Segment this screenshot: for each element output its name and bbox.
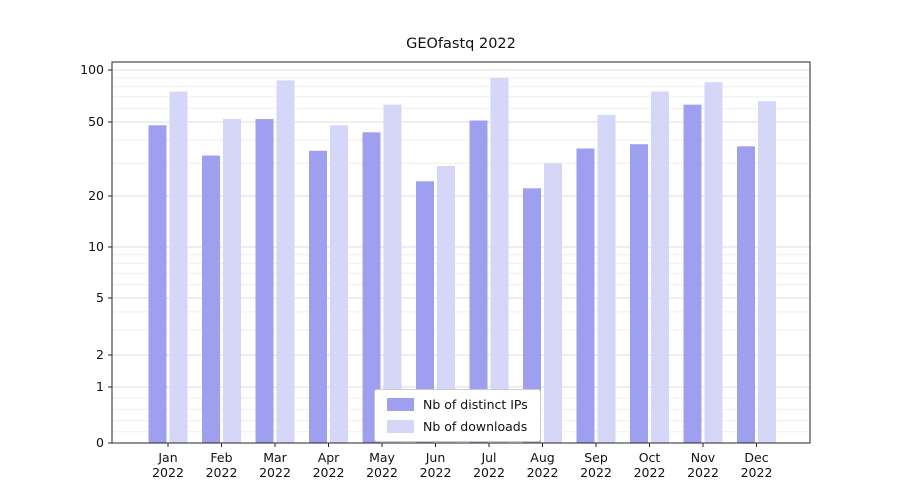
legend-item-downloads: Nb of downloads xyxy=(387,419,528,434)
x-tick-month-oct: Oct xyxy=(639,450,661,465)
x-axis: Jan2022Feb2022Mar2022Apr2022May2022Jun20… xyxy=(152,443,772,480)
x-tick-year-aug: 2022 xyxy=(527,465,559,480)
legend-item-distinct-ips: Nb of distinct IPs xyxy=(387,397,528,412)
x-tick-month-jul: Jul xyxy=(480,450,496,465)
x-tick-year-may: 2022 xyxy=(366,465,398,480)
x-tick-year-jun: 2022 xyxy=(420,465,452,480)
bar-distinct-ips-jun xyxy=(416,181,434,443)
bar-downloads-feb xyxy=(223,119,241,444)
x-tick-month-feb: Feb xyxy=(210,450,232,465)
x-tick-month-aug: Aug xyxy=(530,450,554,465)
bar-downloads-jul xyxy=(490,77,509,443)
x-tick-year-apr: 2022 xyxy=(313,465,345,480)
x-tick-year-mar: 2022 xyxy=(259,465,291,480)
axes-frame xyxy=(111,61,811,444)
x-tick-month-dec: Dec xyxy=(744,450,768,465)
x-tick-month-nov: Nov xyxy=(691,450,716,465)
y-tick-label-10: 10 xyxy=(88,239,104,254)
x-tick-month-sep: Sep xyxy=(584,450,608,465)
bar-distinct-ips-jan xyxy=(148,125,167,443)
bar-distinct-ips-nov xyxy=(683,104,702,444)
x-tick-month-jan: Jan xyxy=(157,450,177,465)
y-tick-label-5: 5 xyxy=(96,290,104,305)
y-tick-label-1: 1 xyxy=(96,379,104,394)
bar-distinct-ips-mar xyxy=(255,119,274,444)
y-tick-label-50: 50 xyxy=(88,114,104,129)
bar-downloads-aug xyxy=(544,163,562,444)
y-tick-label-20: 20 xyxy=(88,188,104,203)
bar-distinct-ips-may xyxy=(362,132,381,444)
bars xyxy=(148,77,776,444)
x-tick-year-jul: 2022 xyxy=(473,465,505,480)
legend-swatch-distinct-ips xyxy=(387,398,414,411)
bar-distinct-ips-jul xyxy=(469,120,488,443)
bar-distinct-ips-aug xyxy=(523,188,541,443)
y-tick-label-100: 100 xyxy=(80,62,104,77)
x-tick-year-dec: 2022 xyxy=(741,465,773,480)
x-tick-month-apr: Apr xyxy=(318,450,340,465)
x-tick-year-oct: 2022 xyxy=(634,465,666,480)
bar-distinct-ips-oct xyxy=(630,144,648,443)
bar-distinct-ips-sep xyxy=(576,148,595,443)
bar-distinct-ips-feb xyxy=(202,155,220,443)
bar-downloads-may xyxy=(383,104,402,444)
y-tick-label-2: 2 xyxy=(96,347,104,362)
bar-downloads-dec xyxy=(758,101,776,443)
y-axis: 0 1 2 5 10 20 50 100 xyxy=(80,62,112,450)
y-tick-label-0: 0 xyxy=(96,435,104,450)
chart-title: GEOfastq 2022 xyxy=(406,36,516,52)
bar-downloads-apr xyxy=(330,125,348,443)
legend-swatch-downloads xyxy=(387,420,414,433)
bar-downloads-mar xyxy=(276,80,295,444)
bar-distinct-ips-apr xyxy=(309,150,327,443)
legend-label-downloads: Nb of downloads xyxy=(423,419,528,434)
x-tick-month-jun: Jun xyxy=(425,450,446,465)
legend-label-distinct-ips: Nb of distinct IPs xyxy=(423,397,528,412)
x-tick-year-nov: 2022 xyxy=(687,465,719,480)
bar-downloads-jun xyxy=(437,165,455,444)
plot-border xyxy=(111,61,811,444)
bar-downloads-sep xyxy=(597,114,616,443)
bar-downloads-nov xyxy=(704,82,723,443)
bar-downloads-jan xyxy=(169,91,188,444)
x-tick-year-jan: 2022 xyxy=(152,465,184,480)
legend: Nb of distinct IPs Nb of downloads xyxy=(374,389,541,442)
bar-distinct-ips-dec xyxy=(737,146,755,443)
x-tick-year-feb: 2022 xyxy=(206,465,238,480)
bar-downloads-oct xyxy=(651,91,669,444)
x-tick-month-may: May xyxy=(369,450,395,465)
x-tick-month-mar: Mar xyxy=(263,450,287,465)
x-tick-year-sep: 2022 xyxy=(580,465,612,480)
